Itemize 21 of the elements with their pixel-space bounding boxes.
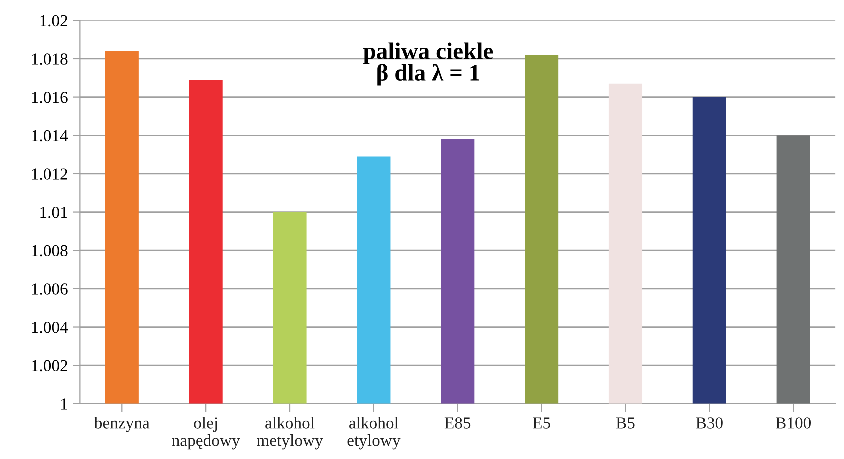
y-tick-label: 1.006 [32,284,68,295]
x-tick-label: olej napędowy [172,417,240,450]
y-tick-label: 1.016 [32,92,68,104]
x-tick-label: E85 [444,418,471,429]
y-tick-label: 1.002 [32,360,68,372]
x-tick-label: benzyna [94,417,150,432]
y-tick-label: 1.01 [40,206,68,218]
y-tick-label: 1.014 [32,130,68,142]
y-tick-label: 1.004 [32,322,68,334]
y-tick-label: 1 [62,398,68,410]
y-tick-label: 1.02 [40,15,68,27]
text: paliwa ciekle β dla λ = 1 [364,42,494,86]
x-tick-label: B5 [616,418,635,429]
x-tick-label: alkohol metylowy [257,417,324,450]
x-tick-label: B30 [696,418,723,429]
x-tick-label: alkohol etylowy [348,417,401,450]
x-tick-label: B100 [776,418,812,429]
y-tick-label: 1.008 [32,245,68,257]
y-tick-label: 1.012 [32,168,68,180]
x-tick-label: E5 [533,418,550,429]
y-tick-label: 1.018 [32,54,68,65]
